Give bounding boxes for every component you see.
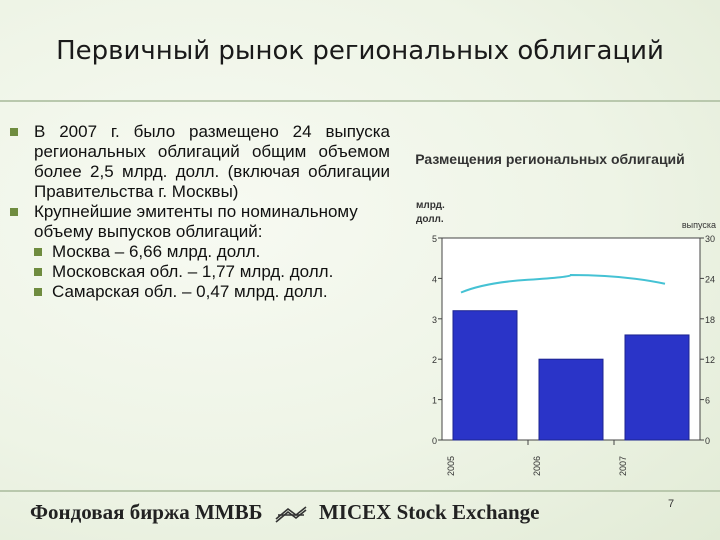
left-tick-label: 1 xyxy=(432,396,437,406)
y-axis-left-label: млрд. xyxy=(416,200,445,211)
bullet-list: В 2007 г. было размещено 24 выпуска реги… xyxy=(10,122,390,302)
exchange-logo: Фондовая биржа ММВБ MICEX Stock Exchange xyxy=(30,500,540,525)
right-tick-label: 24 xyxy=(705,274,715,284)
x-tick-label: 2005 xyxy=(446,456,456,476)
title-divider xyxy=(0,100,720,102)
y-axis-right-label: выпуска xyxy=(682,220,716,230)
left-tick-label: 0 xyxy=(432,436,437,446)
logo-text-en: MICEX Stock Exchange xyxy=(318,500,540,524)
right-tick-label: 0 xyxy=(705,436,710,446)
bullet-marker-icon xyxy=(10,208,18,216)
sub-bullet-item: Москва – 6,66 млрд. долл. xyxy=(10,242,390,262)
sub-bullet-text: Москва – 6,66 млрд. долл. xyxy=(52,242,261,261)
bullet-item: В 2007 г. было размещено 24 выпуска реги… xyxy=(10,122,390,202)
y-axis-left-label: долл. xyxy=(416,214,444,225)
left-tick-label: 2 xyxy=(432,355,437,365)
bar-mark xyxy=(624,334,690,441)
bullet-text: В 2007 г. было размещено 24 выпуска реги… xyxy=(34,122,390,201)
bullet-marker-icon xyxy=(34,268,42,276)
micex-emblem-icon xyxy=(275,506,307,523)
left-tick-label: 4 xyxy=(432,274,437,284)
right-tick-label: 12 xyxy=(705,355,715,365)
bullet-item: Крупнейшие эмитенты по номинальному объе… xyxy=(10,202,390,242)
x-tick-label: 2007 xyxy=(618,456,628,476)
bullet-marker-icon xyxy=(34,288,42,296)
footer-divider xyxy=(0,490,720,492)
right-tick-label: 6 xyxy=(705,396,710,406)
bullet-marker-icon xyxy=(34,248,42,256)
right-tick-label: 30 xyxy=(705,234,715,244)
bar-mark xyxy=(538,358,604,441)
sub-bullet-item: Московская обл. – 1,77 млрд. долл. xyxy=(10,262,390,282)
bar-mark xyxy=(452,310,518,441)
bullet-marker-icon xyxy=(10,128,18,136)
bullet-text: Крупнейшие эмитенты по номинальному объе… xyxy=(34,202,358,241)
left-tick-label: 5 xyxy=(432,234,437,244)
sub-bullet-text: Московская обл. – 1,77 млрд. долл. xyxy=(52,262,334,281)
slide-title: Первичный рынок региональных облигаций xyxy=(56,36,664,66)
sub-bullet-text: Самарская обл. – 0,47 млрд. долл. xyxy=(52,282,328,301)
chart-title: Размещения региональных облигаций xyxy=(415,151,685,167)
line-series xyxy=(460,274,666,294)
left-tick-label: 3 xyxy=(432,315,437,325)
page-number: 7 xyxy=(668,498,675,510)
logo-text-ru: Фондовая биржа ММВБ xyxy=(30,500,263,524)
right-tick-label: 18 xyxy=(705,315,715,325)
x-tick-label: 2006 xyxy=(532,456,542,476)
sub-bullet-item: Самарская обл. – 0,47 млрд. долл. xyxy=(10,282,390,302)
